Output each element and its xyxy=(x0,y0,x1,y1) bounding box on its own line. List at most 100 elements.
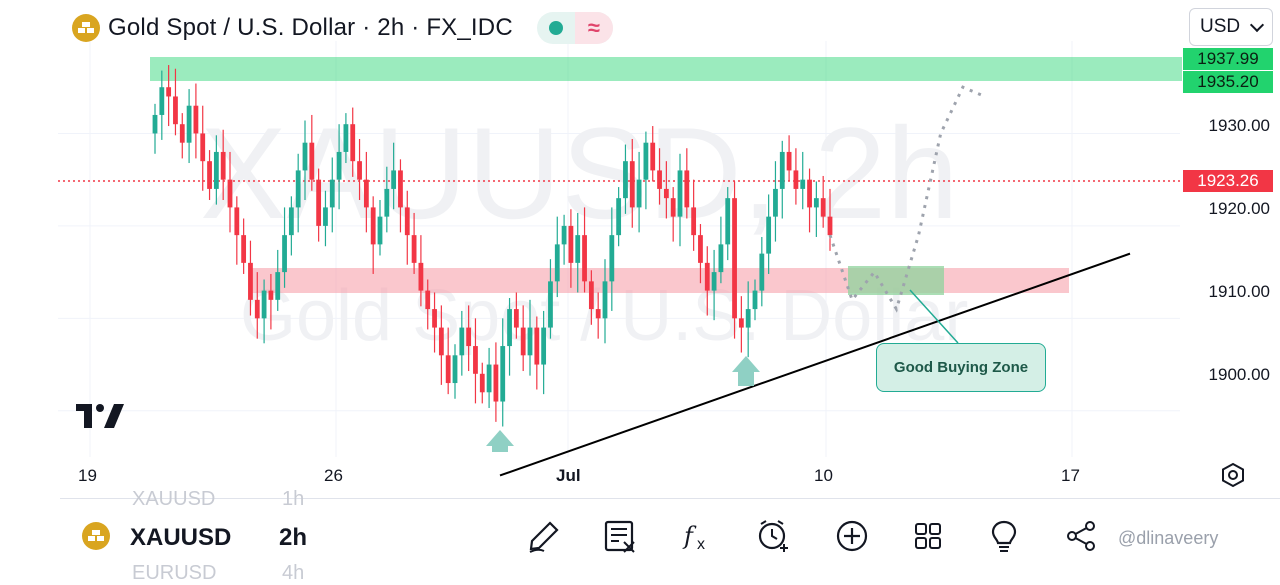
alert-clock-icon[interactable] xyxy=(756,518,792,554)
candle-body xyxy=(657,170,662,189)
candle-body xyxy=(309,142,315,180)
share-icon[interactable] xyxy=(1064,518,1100,554)
candle-body xyxy=(643,142,649,180)
candle-body xyxy=(207,161,212,189)
layouts-grid-icon[interactable] xyxy=(910,518,946,554)
candle-body xyxy=(398,170,403,208)
candle-body xyxy=(507,309,512,347)
candle-body xyxy=(548,281,553,328)
candle-body xyxy=(493,364,499,402)
candle-body xyxy=(234,207,240,236)
candle-body xyxy=(766,216,772,254)
candle-body xyxy=(820,198,826,217)
market-status-pill[interactable]: ≈ xyxy=(536,12,613,44)
price-tag-zone-low: 1935.20 xyxy=(1183,71,1273,93)
arrow-up-icon xyxy=(486,430,514,452)
candle-body xyxy=(684,170,690,208)
candle-body xyxy=(288,207,294,236)
candle-body xyxy=(732,198,737,319)
candle-body xyxy=(336,151,342,180)
candle-body xyxy=(391,170,397,189)
settings-icon[interactable] xyxy=(1220,462,1246,488)
candle-body xyxy=(166,87,172,97)
candle-body xyxy=(186,105,192,143)
candle-body xyxy=(500,346,506,402)
candle-body xyxy=(554,244,560,282)
axis-divider xyxy=(60,498,1280,499)
candle-body xyxy=(698,235,703,263)
candle-body xyxy=(786,151,792,171)
candle-body xyxy=(561,225,567,245)
candle-body xyxy=(425,290,431,310)
candle-body xyxy=(432,309,437,328)
candle-body xyxy=(827,216,833,236)
candle-body xyxy=(520,327,526,356)
candle-body xyxy=(725,198,731,245)
candle-body xyxy=(793,170,799,189)
candle-body xyxy=(370,207,376,245)
candle-body xyxy=(350,124,356,162)
delayed-data-icon: ≈ xyxy=(574,12,613,44)
time-label-17: 17 xyxy=(1061,466,1080,485)
candle-body xyxy=(609,235,615,282)
ideas-lightbulb-icon[interactable] xyxy=(986,518,1022,554)
price-label-1910: 1910.00 xyxy=(1208,282,1270,301)
candle-body xyxy=(513,309,519,328)
candle-body xyxy=(759,253,765,291)
timeframe-selector[interactable]: 2h xyxy=(279,524,308,551)
candle-body xyxy=(248,262,253,300)
candle-body xyxy=(663,188,669,199)
candle-body xyxy=(773,188,778,217)
candle-body xyxy=(800,179,806,189)
price-chart[interactable]: XAUUSD, 2h Gold Spot / U.S. Dollar xyxy=(0,0,1280,500)
draw-brush-icon[interactable] xyxy=(526,518,562,554)
candle-body xyxy=(377,216,383,245)
candle-body xyxy=(275,272,281,300)
candle-body xyxy=(152,114,158,134)
notes-icon[interactable] xyxy=(602,518,638,554)
candle-body xyxy=(541,327,547,365)
candle-body xyxy=(200,133,206,162)
currency-select[interactable]: USD xyxy=(1189,8,1273,46)
candle-body xyxy=(616,198,622,236)
callout-pointer xyxy=(909,289,959,344)
candle-body xyxy=(193,105,199,134)
candle-body xyxy=(159,87,165,115)
add-circle-icon[interactable] xyxy=(834,518,870,554)
candle-body xyxy=(738,318,744,328)
time-label-jul: Jul xyxy=(556,466,581,485)
candle-body xyxy=(588,281,594,310)
candle-body xyxy=(295,170,301,208)
price-tag-zone-high: 1937.99 xyxy=(1183,48,1273,70)
candle-body xyxy=(323,207,328,226)
candle-body xyxy=(329,179,335,208)
resistance-zone xyxy=(150,57,1182,81)
candle-body xyxy=(404,207,410,236)
candle-body xyxy=(575,235,581,263)
time-label-26: 26 xyxy=(324,466,343,485)
candles xyxy=(152,65,833,427)
candle-body xyxy=(677,170,683,217)
gold-icon xyxy=(72,14,100,42)
candle-body xyxy=(363,179,369,208)
candle-body xyxy=(357,161,362,180)
candle-body xyxy=(807,179,812,208)
candle-body xyxy=(602,281,608,319)
candle-body xyxy=(718,244,724,273)
candle-body xyxy=(527,327,533,356)
svg-text:f: f xyxy=(682,522,697,550)
price-label-1900: 1900.00 xyxy=(1208,365,1270,384)
candle-body xyxy=(411,235,417,263)
candle-body xyxy=(479,373,485,393)
candle-body xyxy=(173,96,178,125)
candle-body xyxy=(752,290,758,310)
candle-body xyxy=(213,151,219,189)
candle-body xyxy=(623,161,628,199)
gold-icon xyxy=(82,522,110,550)
candle-body xyxy=(779,151,785,189)
candle-body xyxy=(582,235,587,282)
symbol-selector[interactable]: XAUUSD xyxy=(130,524,232,551)
ghost-prev-timeframe: 1h xyxy=(282,488,305,510)
chart-title: Gold Spot / U.S. Dollar · 2h · FX_IDC xyxy=(108,14,513,41)
